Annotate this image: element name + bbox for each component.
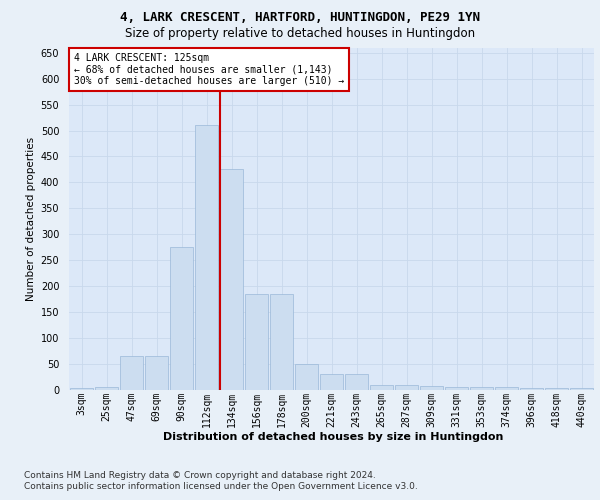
Bar [420, 386, 443, 390]
Bar [195, 126, 218, 390]
Bar [445, 388, 468, 390]
Bar [70, 388, 93, 390]
Bar [320, 374, 343, 390]
Bar [570, 388, 593, 390]
Bar [95, 388, 118, 390]
Bar [345, 374, 368, 390]
Bar [295, 364, 318, 390]
Bar [145, 356, 168, 390]
Text: Distribution of detached houses by size in Huntingdon: Distribution of detached houses by size … [163, 432, 503, 442]
Text: 4, LARK CRESCENT, HARTFORD, HUNTINGDON, PE29 1YN: 4, LARK CRESCENT, HARTFORD, HUNTINGDON, … [120, 11, 480, 24]
Text: Contains HM Land Registry data © Crown copyright and database right 2024.: Contains HM Land Registry data © Crown c… [24, 471, 376, 480]
Bar [545, 388, 568, 390]
Bar [370, 385, 393, 390]
Bar [270, 294, 293, 390]
Text: Size of property relative to detached houses in Huntingdon: Size of property relative to detached ho… [125, 28, 475, 40]
Text: Contains public sector information licensed under the Open Government Licence v3: Contains public sector information licen… [24, 482, 418, 491]
Bar [245, 294, 268, 390]
Text: 4 LARK CRESCENT: 125sqm
← 68% of detached houses are smaller (1,143)
30% of semi: 4 LARK CRESCENT: 125sqm ← 68% of detache… [74, 52, 344, 86]
Bar [395, 385, 418, 390]
Bar [220, 170, 243, 390]
Bar [120, 356, 143, 390]
Y-axis label: Number of detached properties: Number of detached properties [26, 136, 37, 301]
Bar [520, 388, 543, 390]
Bar [170, 248, 193, 390]
Bar [495, 388, 518, 390]
Bar [470, 388, 493, 390]
